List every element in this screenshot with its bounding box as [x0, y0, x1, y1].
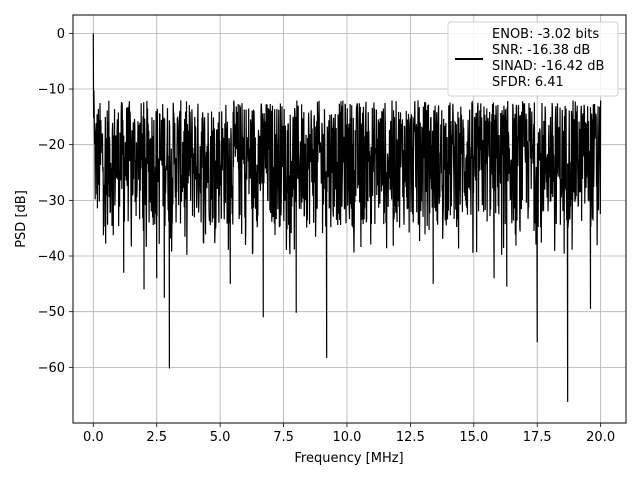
y-tick-label: −50 — [38, 305, 65, 320]
x-tick-label: 20.0 — [586, 430, 615, 445]
legend-entry-sfdr: SFDR: 6.41 — [492, 75, 564, 90]
x-tick-label: 0.0 — [83, 430, 104, 445]
x-tick-label: 7.5 — [273, 430, 294, 445]
psd-series-line — [92, 33, 602, 402]
x-tick-label: 2.5 — [146, 430, 167, 445]
y-axis-ticks: 0 −10 −20 −30 −40 −50 −60 — [38, 27, 73, 376]
x-tick-label: 12.5 — [396, 430, 425, 445]
x-tick-label: 17.5 — [523, 430, 552, 445]
y-tick-label: −10 — [38, 83, 65, 98]
x-tick-label: 5.0 — [210, 430, 231, 445]
psd-trace — [92, 33, 602, 402]
y-tick-label: −30 — [38, 194, 65, 209]
x-tick-label: 15.0 — [459, 430, 488, 445]
x-tick-label: 10.0 — [332, 430, 361, 445]
axes-frame — [72, 14, 627, 424]
legend-entry-enob: ENOB: -3.02 bits — [492, 27, 599, 42]
x-axis-label: Frequency [MHz] — [294, 451, 403, 466]
y-axis-label: PSD [dB] — [14, 190, 29, 248]
y-tick-label: −40 — [38, 250, 65, 265]
legend-entry-sinad: SINAD: -16.42 dB — [492, 59, 604, 74]
legend-entry-snr: SNR: -16.38 dB — [492, 43, 590, 58]
y-tick-label: −60 — [38, 361, 65, 376]
legend-box — [447, 21, 619, 97]
x-axis-ticks: 0.0 2.5 5.0 7.5 10.0 12.5 15.0 17.5 20.0 — [83, 423, 615, 445]
y-tick-label: 0 — [57, 27, 65, 42]
y-tick-label: −20 — [38, 138, 65, 153]
legend: ENOB: -3.02 bits SNR: -16.38 dB SINAD: -… — [447, 21, 619, 97]
